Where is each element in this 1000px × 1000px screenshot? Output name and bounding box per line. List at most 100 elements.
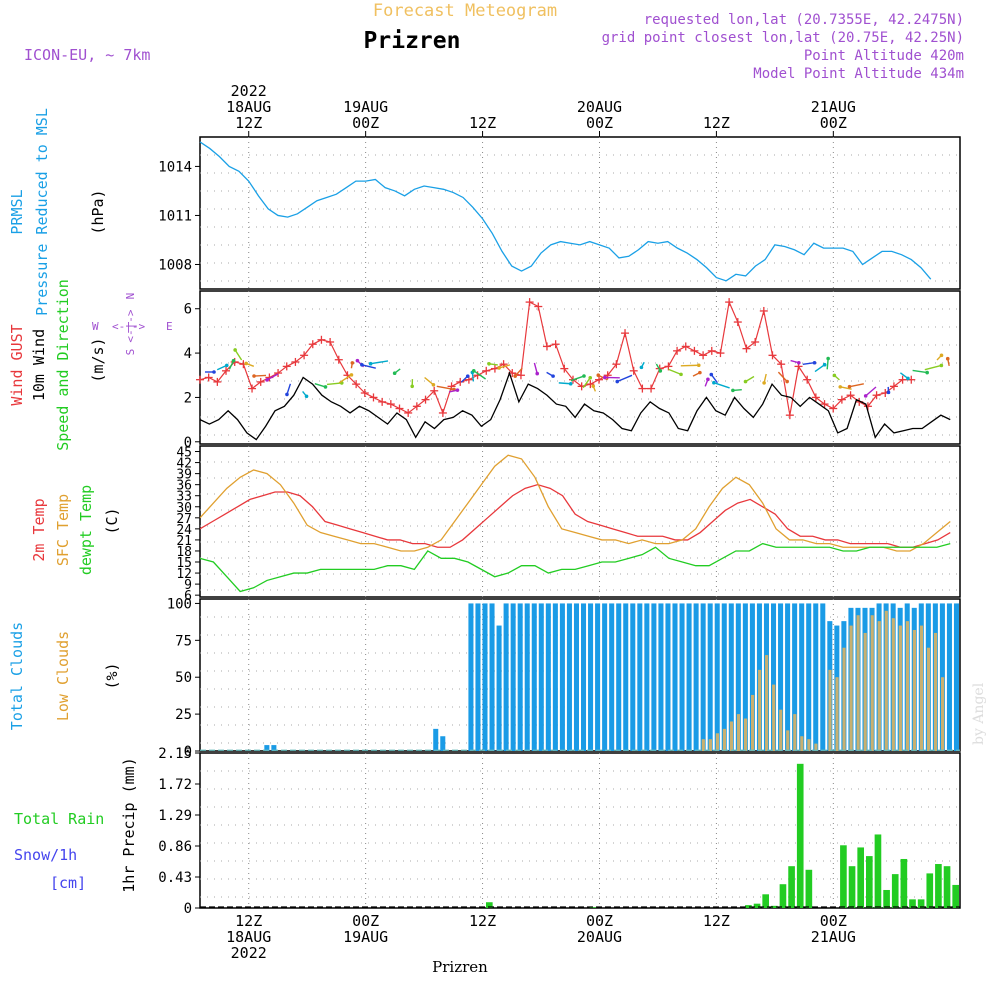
- rain-bar: [589, 907, 597, 908]
- rain-bar: [848, 866, 856, 908]
- wind-arrow-head: [455, 388, 460, 392]
- wind-arrow-head: [785, 379, 789, 384]
- wind-unit: (m/s): [89, 337, 107, 382]
- wind-arrow-head: [731, 388, 735, 393]
- total-clouds-bar: [792, 603, 798, 751]
- snow-unit: [cm]: [50, 874, 86, 892]
- wind-arrow-head: [285, 392, 289, 397]
- total-clouds-bar: [545, 603, 551, 751]
- y-tick-label: 24: [176, 523, 192, 538]
- wind-arrow-head: [304, 394, 309, 399]
- low-clouds-bar: [898, 625, 902, 751]
- panel-frame-wind: [199, 290, 961, 445]
- rain-bar: [771, 905, 778, 908]
- low-clouds-bar: [877, 621, 881, 751]
- precip-unit: 1hr Precip (mm): [120, 757, 138, 892]
- wind-arrow-head: [838, 385, 843, 389]
- total-clouds-bar: [630, 603, 636, 751]
- y-tick-label: 36: [176, 479, 192, 494]
- rain-bar: [866, 856, 873, 908]
- low-clouds-bar: [736, 714, 741, 751]
- panel-frame-clouds: [199, 598, 961, 752]
- bottom-time-label: 12Z: [469, 912, 496, 930]
- wind-arrow-head: [712, 380, 716, 385]
- total-clouds-bar: [595, 603, 601, 751]
- total-clouds-bar: [714, 603, 720, 751]
- wind-direction-arrow: [326, 382, 342, 386]
- wind-arrow-head: [706, 377, 710, 382]
- wind-direction-arrow: [680, 364, 699, 367]
- pressure-label: PRMSL: [8, 189, 26, 234]
- wind-direction-arrow: [912, 369, 928, 374]
- wind-arrow-head: [603, 375, 607, 380]
- y-tick-label: 0.43: [158, 870, 192, 886]
- pressure-unit: (hPa): [89, 189, 107, 234]
- wind-arrow-head: [863, 394, 868, 398]
- wind-direction-arrow: [498, 364, 511, 369]
- y-tick-label: 1011: [158, 208, 192, 224]
- y-tick-label: 6: [184, 302, 192, 318]
- wind-arrow-head: [832, 373, 837, 378]
- low-clouds-bar: [856, 615, 860, 751]
- wind-arrow-head: [812, 360, 817, 365]
- y-tick-label: 21: [176, 534, 192, 549]
- total-clouds-bar: [552, 603, 558, 751]
- total-clouds-bar: [609, 603, 615, 751]
- low-clouds-bar: [835, 677, 839, 751]
- total-clouds-bar: [503, 603, 509, 751]
- bottom-time-label: 20AUG: [577, 928, 622, 946]
- total-clouds-bar: [531, 603, 537, 751]
- wind-arrow-head: [698, 370, 702, 375]
- wind-direction-arrow: [777, 371, 788, 383]
- low-clouds-bar: [743, 718, 748, 751]
- bottom-time-label: 00Z: [352, 912, 379, 930]
- total-clouds-bar: [651, 603, 657, 751]
- wind-direction-arrow: [570, 375, 585, 382]
- top-time-label: 2022: [231, 82, 267, 100]
- y-tick-label: 1008: [158, 257, 192, 273]
- wind-direction-arrow: [361, 364, 376, 369]
- y-tick-label: 6: [184, 589, 192, 604]
- wind-direction-arrow: [558, 382, 571, 385]
- temp-2m-line: [199, 483, 951, 548]
- total-clouds-bar: [799, 603, 805, 751]
- wind-direction-arrow: [840, 386, 852, 390]
- total-clouds-bar: [707, 603, 713, 751]
- rain-bar: [762, 894, 769, 908]
- requested-point: requested lon,lat (20.7355E, 42.2475N): [644, 12, 964, 28]
- low-clouds-bar: [722, 728, 727, 751]
- top-time-label: 12Z: [235, 114, 262, 132]
- top-time-label: 00Z: [352, 114, 379, 132]
- compass-ns-arrow: <-|->: [124, 309, 137, 342]
- low-clouds-bar: [884, 610, 888, 751]
- wind-gust-label: Wind GUST: [8, 324, 26, 405]
- wind-arrow-head: [355, 358, 360, 363]
- low-clouds-bar: [863, 632, 867, 751]
- temp-2m-label: 2m Temp: [30, 498, 48, 561]
- rain-bar: [874, 834, 882, 908]
- wind-arrow-head: [658, 369, 663, 373]
- compass-west: W: [92, 320, 99, 333]
- low-clouds-bar: [715, 733, 719, 751]
- low-clouds-bar: [919, 625, 924, 751]
- bottom-time-label: 2022: [231, 944, 267, 962]
- y-tick-label: 15: [176, 556, 192, 571]
- wind-direction-arrow: [713, 382, 730, 389]
- wind-direction-arrow: [802, 362, 815, 366]
- wind-direction-arrow: [826, 358, 829, 370]
- top-time-label: 20AUG: [577, 98, 622, 116]
- wind-10m-label: 10m Wind: [30, 329, 48, 401]
- low-clouds-bar: [870, 615, 874, 751]
- rain-bar: [909, 899, 916, 908]
- bottom-time-label: 19AUG: [343, 928, 388, 946]
- wind-speed-line: [199, 371, 951, 441]
- y-tick-label: 4: [184, 346, 192, 362]
- rain-bar: [486, 902, 493, 908]
- rain-bar: [745, 905, 752, 908]
- wind-arrow-head: [551, 374, 555, 378]
- y-tick-label: 0: [184, 744, 192, 760]
- wind-arrow-head: [826, 356, 830, 361]
- wind-direction-label: Speed and Direction: [54, 279, 72, 451]
- rain-bar: [857, 847, 864, 908]
